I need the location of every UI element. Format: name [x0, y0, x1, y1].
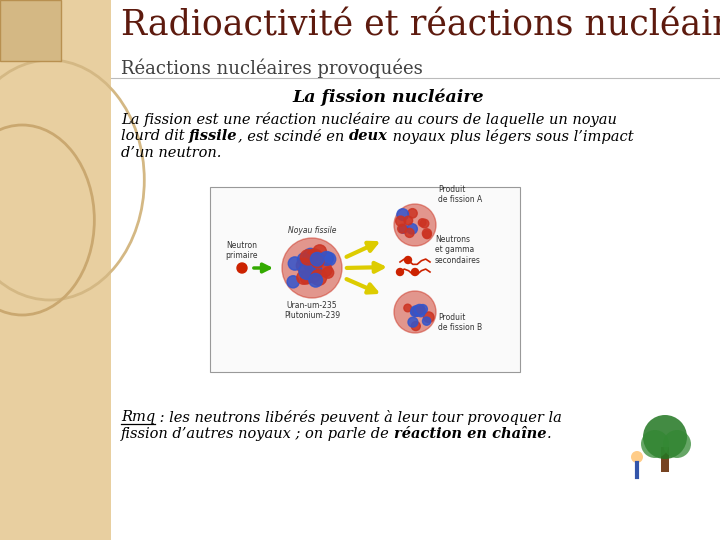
- Text: Noyau fissile: Noyau fissile: [288, 226, 336, 235]
- Text: d’un neutron.: d’un neutron.: [121, 146, 221, 160]
- Text: : les neutrons libérés peuvent à leur tour provoquer la: : les neutrons libérés peuvent à leur to…: [156, 410, 562, 425]
- Text: Neutrons
et gamma
secondaires: Neutrons et gamma secondaires: [435, 235, 481, 265]
- Circle shape: [631, 451, 643, 463]
- Circle shape: [408, 317, 418, 327]
- Circle shape: [397, 224, 407, 233]
- Circle shape: [394, 204, 436, 246]
- Circle shape: [288, 257, 302, 270]
- Circle shape: [306, 268, 320, 283]
- Circle shape: [404, 304, 411, 312]
- Circle shape: [399, 225, 408, 233]
- Circle shape: [282, 238, 342, 298]
- Circle shape: [303, 248, 318, 263]
- Circle shape: [394, 291, 436, 333]
- Circle shape: [397, 209, 408, 220]
- Bar: [661, 447, 669, 472]
- Circle shape: [307, 263, 322, 276]
- Circle shape: [423, 317, 431, 325]
- Bar: [210, 187, 520, 372]
- Text: fissile: fissile: [189, 129, 238, 143]
- Circle shape: [410, 307, 420, 316]
- Circle shape: [311, 255, 324, 268]
- Circle shape: [323, 252, 336, 266]
- Circle shape: [423, 231, 431, 239]
- Circle shape: [405, 256, 412, 264]
- Circle shape: [418, 219, 426, 226]
- Circle shape: [300, 250, 315, 265]
- Circle shape: [299, 263, 315, 280]
- Bar: [0, 0, 111, 540]
- Circle shape: [287, 276, 300, 288]
- Circle shape: [416, 308, 425, 317]
- Circle shape: [643, 415, 687, 459]
- Circle shape: [300, 272, 312, 284]
- Circle shape: [641, 430, 669, 458]
- Circle shape: [404, 216, 413, 225]
- Text: noyaux plus légers sous l’impact: noyaux plus légers sous l’impact: [387, 129, 633, 144]
- Circle shape: [311, 269, 327, 286]
- Text: réaction en chaîne: réaction en chaîne: [395, 427, 547, 441]
- Text: La fission nucléaire: La fission nucléaire: [292, 88, 484, 105]
- Circle shape: [309, 274, 323, 287]
- Circle shape: [396, 216, 405, 226]
- Circle shape: [297, 271, 310, 284]
- Circle shape: [313, 245, 326, 258]
- Circle shape: [411, 321, 420, 330]
- Circle shape: [413, 307, 421, 316]
- Text: fission d’autres noyaux ; on parle de: fission d’autres noyaux ; on parle de: [121, 427, 395, 441]
- Text: Produit
de fission A: Produit de fission A: [438, 185, 482, 204]
- Circle shape: [423, 312, 434, 322]
- Text: Produit
de fission B: Produit de fission B: [438, 313, 482, 332]
- Circle shape: [310, 253, 324, 266]
- Circle shape: [407, 224, 418, 234]
- Circle shape: [237, 263, 247, 273]
- Text: Radioactivité et réactions nucléaires: Radioactivité et réactions nucléaires: [121, 8, 720, 42]
- Circle shape: [397, 268, 403, 275]
- Text: Uran-um-235
Plutonium-239: Uran-um-235 Plutonium-239: [284, 301, 340, 320]
- Bar: [0, 0, 61, 61]
- Text: Neutron
primaire: Neutron primaire: [226, 241, 258, 260]
- Text: , est scindé en: , est scindé en: [238, 129, 348, 143]
- Circle shape: [318, 263, 332, 276]
- Circle shape: [414, 305, 425, 315]
- Circle shape: [411, 306, 421, 316]
- Circle shape: [297, 253, 310, 266]
- Circle shape: [420, 219, 429, 228]
- Circle shape: [305, 261, 317, 273]
- Text: La fission est une réaction nucléaire au cours de laquelle un noyau: La fission est une réaction nucléaire au…: [121, 112, 617, 127]
- Text: Réactions nucléaires provoquées: Réactions nucléaires provoquées: [121, 58, 423, 78]
- Circle shape: [412, 268, 418, 275]
- Circle shape: [320, 252, 333, 266]
- Circle shape: [423, 229, 431, 238]
- Circle shape: [323, 267, 333, 278]
- Circle shape: [306, 249, 323, 265]
- Text: deux: deux: [348, 129, 387, 143]
- Circle shape: [418, 305, 428, 314]
- Text: lourd dit: lourd dit: [121, 129, 189, 143]
- Circle shape: [408, 208, 417, 218]
- Circle shape: [417, 306, 425, 314]
- Circle shape: [297, 258, 311, 273]
- Circle shape: [405, 228, 414, 238]
- Text: Rmq: Rmq: [121, 410, 156, 424]
- Circle shape: [663, 430, 691, 458]
- Text: .: .: [547, 427, 552, 441]
